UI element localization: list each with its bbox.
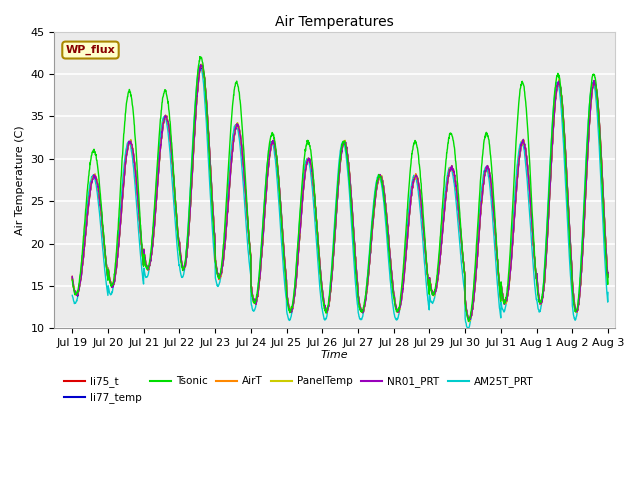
Text: WP_flux: WP_flux [66,45,115,55]
X-axis label: Time: Time [321,349,349,360]
Legend: li75_t, li77_temp, Tsonic, AirT, PanelTemp, NR01_PRT, AM25T_PRT: li75_t, li77_temp, Tsonic, AirT, PanelTe… [60,372,538,408]
Title: Air Temperatures: Air Temperatures [275,15,394,29]
Y-axis label: Air Temperature (C): Air Temperature (C) [15,125,25,235]
